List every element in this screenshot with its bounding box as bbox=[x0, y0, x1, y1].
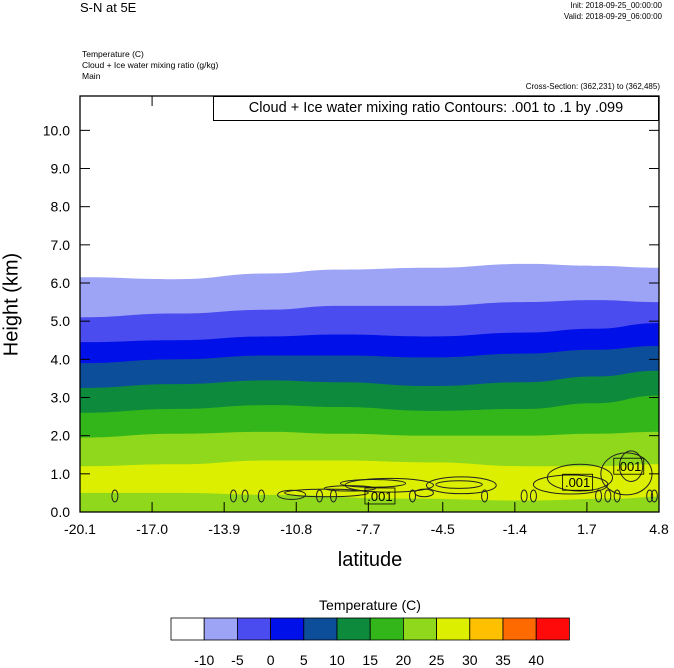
cloud-contour-6 bbox=[546, 463, 613, 492]
contour-label-1: .001 bbox=[565, 475, 590, 490]
cloud-contour-cell-6 bbox=[409, 489, 417, 503]
field-line-temperature: Temperature (C) bbox=[82, 49, 144, 59]
colorbar-swatch-8 bbox=[436, 617, 471, 641]
y-tick-label-9: 9.0 bbox=[51, 161, 71, 177]
contour-label-layer: .001 .001 .001 bbox=[364, 457, 645, 505]
colorbar-swatch-1 bbox=[203, 617, 238, 641]
cloud-contour-cell-5 bbox=[329, 489, 337, 503]
cloud-contour-4 bbox=[425, 476, 497, 495]
colorbar-swatch-0 bbox=[170, 617, 205, 641]
y-tick-label-10: 10.0 bbox=[43, 122, 70, 138]
x-tick-label-4: -7.7 bbox=[356, 521, 380, 537]
cloud-contour-cell-11 bbox=[604, 489, 612, 503]
x-tick-label-8: 4.8 bbox=[649, 521, 669, 537]
y-tick-label-4: 4.0 bbox=[51, 351, 71, 367]
colorbar-swatch-3 bbox=[270, 617, 305, 641]
colorbar-swatch-11 bbox=[535, 617, 570, 641]
y-tick-label-8: 8.0 bbox=[51, 199, 71, 215]
cloud-contour-cell-7 bbox=[481, 489, 489, 503]
cross-section-label: Cross-Section: (362,231) to (362,485) bbox=[525, 82, 660, 91]
contour-label-2: .001 bbox=[616, 459, 641, 474]
cloud-contour-cell-3 bbox=[257, 489, 265, 503]
colorbar-label-10: 40 bbox=[528, 652, 544, 668]
init-time: Init: 2018-09-25_00:00:00 bbox=[570, 1, 662, 10]
temperature-band--15 bbox=[80, 96, 659, 280]
y-tick-label-3: 3.0 bbox=[51, 390, 71, 406]
colorbar-title: Temperature (C) bbox=[319, 597, 421, 613]
colorbar: -10 -5 0 5 10 15 20 25 30 35 40 bbox=[170, 617, 570, 668]
x-tick-label-2: -13.9 bbox=[208, 521, 240, 537]
valid-time: Valid: 2018-09-29_06:00:00 bbox=[563, 12, 662, 21]
x-tick-label-6: -1.4 bbox=[503, 521, 527, 537]
contour-label-box-2 bbox=[613, 457, 645, 475]
axes-layer: -20.1 -17.0 -13.9 -10.8 -7.7 -4.5 -1.4 1.7 4.8 0.… bbox=[43, 96, 669, 537]
cloud-contour-3 bbox=[435, 480, 483, 489]
cloud-contour-8 bbox=[618, 450, 644, 482]
x-tick-label-5: -4.5 bbox=[431, 521, 455, 537]
cloud-contour-cell-10 bbox=[595, 489, 603, 503]
cloud-contour-cell-1 bbox=[229, 489, 237, 503]
colorbar-swatch-5 bbox=[336, 617, 371, 641]
field-line-main: Main bbox=[82, 71, 101, 81]
colorbar-label-0: -10 bbox=[194, 652, 214, 668]
y-tick-label-6: 6.0 bbox=[51, 275, 71, 291]
colorbar-swatch-7 bbox=[402, 617, 437, 641]
colorbar-swatch-10 bbox=[502, 617, 537, 641]
contour-label-0: .001 bbox=[367, 489, 392, 504]
cloud-contour-cell-9 bbox=[529, 489, 537, 503]
cloud-contour-cell-13 bbox=[646, 489, 654, 503]
cloud-contour-cell-4 bbox=[316, 489, 324, 503]
contour-label-box-0 bbox=[364, 487, 396, 505]
contour-annotation: Cloud + Ice water mixing ratio Contours:… bbox=[213, 96, 659, 121]
temperature-fill-layer bbox=[80, 96, 659, 512]
colorbar-label-6: 20 bbox=[396, 652, 412, 668]
field-line-cloud: Cloud + Ice water mixing ratio (g/kg) bbox=[82, 60, 219, 70]
cloud-contour-cell-0 bbox=[111, 489, 119, 503]
colorbar-swatch-2 bbox=[236, 617, 271, 641]
cloud-contour-cell-8 bbox=[520, 489, 528, 503]
colorbar-swatch-6 bbox=[369, 617, 404, 641]
contour-label-box-1 bbox=[562, 473, 594, 491]
cloud-contour-9 bbox=[284, 488, 369, 498]
y-tick-label-2: 2.0 bbox=[51, 428, 71, 444]
cloud-contour-cell-14 bbox=[650, 489, 658, 503]
y-tick-label-1: 1.0 bbox=[51, 466, 71, 482]
x-tick-label-3: -10.8 bbox=[280, 521, 312, 537]
colorbar-label-8: 30 bbox=[462, 652, 478, 668]
colorbar-label-3: 5 bbox=[300, 652, 308, 668]
colorbar-label-4: 10 bbox=[329, 652, 345, 668]
colorbar-swatch-9 bbox=[469, 617, 504, 641]
x-tick-label-7: 1.7 bbox=[577, 521, 597, 537]
colorbar-label-9: 35 bbox=[495, 652, 511, 668]
colorbar-label-7: 25 bbox=[429, 652, 445, 668]
y-tick-label-0: 0.0 bbox=[51, 504, 71, 520]
colorbar-label-5: 15 bbox=[362, 652, 378, 668]
cloud-contour-11 bbox=[277, 489, 307, 500]
x-axis-label: latitude bbox=[337, 549, 403, 571]
colorbar-label-1: -5 bbox=[231, 652, 244, 668]
y-axis-label: Height (km) bbox=[0, 252, 23, 357]
x-tick-label-1: -17.0 bbox=[136, 521, 168, 537]
colorbar-swatch-4 bbox=[303, 617, 338, 641]
plot-title: S-N at 5E bbox=[80, 0, 137, 15]
x-tick-label-0: -20.1 bbox=[64, 521, 96, 537]
y-tick-label-5: 5.0 bbox=[51, 313, 71, 329]
cloud-contour-cell-12 bbox=[613, 489, 621, 503]
temperature-band-surface bbox=[80, 492, 659, 512]
cloud-contour-cell-2 bbox=[241, 489, 249, 503]
colorbar-label-2: 0 bbox=[267, 652, 275, 668]
cloud-contour-layer bbox=[111, 450, 658, 503]
y-tick-label-7: 7.0 bbox=[51, 237, 71, 253]
